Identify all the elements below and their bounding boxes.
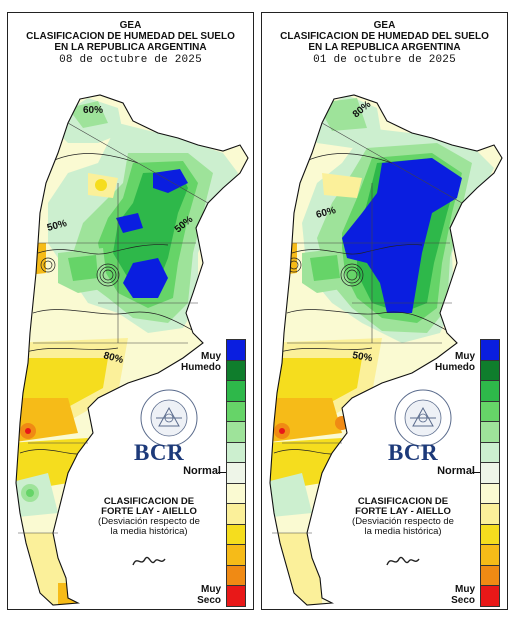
- legend-swatch: [226, 503, 246, 524]
- legend-swatch: [226, 339, 246, 360]
- legend-swatch: [480, 523, 500, 544]
- legend-top-label: Muy Humedo: [435, 351, 475, 373]
- legend-normal-label: Normal: [183, 465, 221, 477]
- bcr-logo: BCR: [134, 440, 185, 465]
- map-title-line2: EN LA REPUBLICA ARGENTINA: [308, 42, 461, 53]
- legend-swatch: [226, 523, 246, 544]
- country-outline: [15, 94, 249, 606]
- bcr-seal-icon: [394, 389, 452, 447]
- legend-swatch: [226, 441, 246, 462]
- legend-swatch: [226, 564, 246, 585]
- classification-note: CLASIFICACION DE FORTE LAY - AIELLO (Des…: [352, 496, 454, 537]
- contour-label: 50%: [46, 218, 68, 234]
- color-legend: [480, 339, 500, 607]
- legend-swatch: [226, 585, 246, 607]
- legend-swatch: [226, 400, 246, 421]
- legend-normal-label: Normal: [437, 465, 475, 477]
- color-legend: [226, 339, 246, 607]
- argentina-moisture-map: 80% 60% 50%: [269, 94, 503, 606]
- legend-swatch: [226, 462, 246, 483]
- map-title-line1: CLASIFICACION DE HUMEDAD DEL SUELO: [26, 31, 235, 42]
- bcr-logo: BCR: [388, 440, 439, 465]
- bcr-seal-icon: [140, 389, 198, 447]
- signature-icon: [132, 556, 166, 566]
- legend-swatch: [480, 585, 500, 607]
- legend-bottom-label: Muy Seco: [197, 584, 221, 606]
- legend-swatch: [480, 544, 500, 565]
- contour-label: 50%: [351, 350, 373, 364]
- legend-swatch: [226, 482, 246, 503]
- contour-label: 60%: [315, 205, 337, 221]
- map-title-line2: EN LA REPUBLICA ARGENTINA: [54, 42, 207, 53]
- argentina-moisture-map: 60% 50% 50% 80%: [15, 94, 249, 606]
- legend-swatch: [480, 339, 500, 360]
- contour-label: 60%: [83, 105, 103, 116]
- legend-swatch: [480, 400, 500, 421]
- legend-top-label: Muy Humedo: [181, 351, 221, 373]
- map-panel-oct-01: 80% 60% 50% GEA CLASIFICACION DE HUMEDAD…: [261, 12, 508, 610]
- map-date: 01 de octubre de 2025: [313, 54, 456, 66]
- legend-swatch: [480, 482, 500, 503]
- contour-label: 80%: [102, 350, 124, 366]
- country-outline: [269, 94, 503, 606]
- legend-swatch: [480, 380, 500, 401]
- legend-bottom-label: Muy Seco: [451, 584, 475, 606]
- legend-swatch: [480, 564, 500, 585]
- legend-swatch: [226, 359, 246, 380]
- legend-swatch: [226, 544, 246, 565]
- legend-swatch: [226, 421, 246, 442]
- map-panel-oct-08: 60% 50% 50% 80% GEA CLASIFICACION DE HUM…: [7, 12, 254, 610]
- legend-normal-tick: [472, 472, 481, 473]
- legend-swatch: [480, 462, 500, 483]
- map-date: 08 de octubre de 2025: [59, 54, 202, 66]
- org-label: GEA: [373, 20, 396, 31]
- legend-swatch: [226, 380, 246, 401]
- legend-normal-tick: [218, 472, 227, 473]
- legend-swatch: [480, 441, 500, 462]
- signature-icon: [386, 556, 420, 566]
- classification-note: CLASIFICACION DE FORTE LAY - AIELLO (Des…: [98, 496, 200, 537]
- org-label: GEA: [119, 20, 142, 31]
- legend-swatch: [480, 359, 500, 380]
- map-title-line1: CLASIFICACION DE HUMEDAD DEL SUELO: [280, 31, 489, 42]
- legend-swatch: [480, 503, 500, 524]
- legend-swatch: [480, 421, 500, 442]
